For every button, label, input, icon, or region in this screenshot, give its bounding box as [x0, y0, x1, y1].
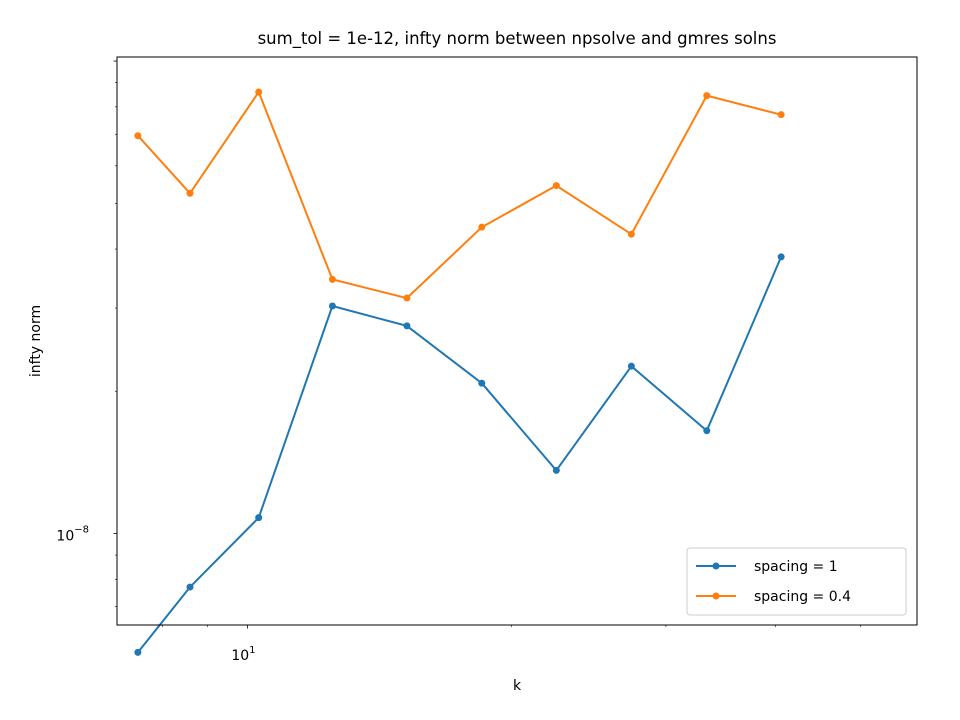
series-line-1	[137, 256, 783, 654]
x-axis-label: k	[513, 678, 522, 694]
series-1-point	[777, 253, 785, 261]
series-2-point	[627, 230, 635, 238]
series-2-point	[134, 132, 142, 140]
legend-label-2: spacing = 0.4	[754, 589, 851, 605]
legend-marker-1	[712, 562, 720, 570]
series-1-point	[627, 362, 635, 370]
legend-marker-2	[712, 592, 720, 600]
plot-area-frame	[116, 56, 918, 626]
chart-title: sum_tol = 1e-12, infty norm between npso…	[258, 29, 777, 49]
series-1-point	[328, 302, 336, 310]
series-2-point	[328, 275, 336, 283]
series-1-point	[186, 583, 194, 591]
series-1-point	[255, 514, 263, 522]
minor-ticks	[115, 82, 861, 627]
series-2-point	[186, 189, 194, 197]
y-tick-label: 10−8	[56, 524, 89, 544]
series-1-point	[134, 648, 142, 656]
series-line-2	[137, 91, 782, 300]
legend-box	[686, 547, 907, 616]
series-layer	[134, 88, 785, 656]
series-2-point	[703, 92, 711, 100]
series-1-point	[552, 466, 560, 474]
legend-label-1: spacing = 1	[754, 559, 838, 575]
x-tick-label: 101	[231, 645, 255, 664]
series-1-point	[478, 379, 486, 387]
series-2-point	[552, 182, 560, 190]
series-2-point	[255, 88, 263, 96]
series-2-point	[478, 223, 486, 231]
series-2-point	[777, 111, 785, 119]
series-1-point	[403, 322, 411, 330]
y-axis-label: infty norm	[28, 305, 44, 377]
series-2-point	[403, 294, 411, 302]
major-ticks: 101 10−8	[56, 60, 256, 664]
legend: spacing = 1 spacing = 0.4	[686, 547, 907, 616]
series-1-point	[703, 427, 711, 435]
